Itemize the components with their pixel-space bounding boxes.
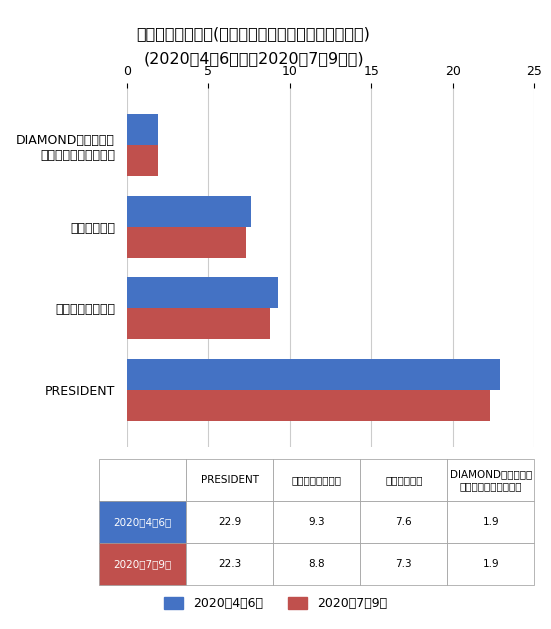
Text: 2020年4〜6月: 2020年4〜6月 [114, 517, 172, 527]
Bar [127, 196, 251, 226]
Text: DIAMONDハーバード
・ビジネス・レビュー: DIAMONDハーバード ・ビジネス・レビュー [450, 469, 532, 491]
Bar [127, 359, 500, 389]
FancyBboxPatch shape [186, 459, 273, 501]
FancyBboxPatch shape [186, 501, 273, 543]
Text: 8.8: 8.8 [309, 559, 325, 569]
Bar [127, 114, 158, 145]
FancyBboxPatch shape [273, 543, 360, 585]
FancyBboxPatch shape [186, 543, 273, 585]
FancyBboxPatch shape [447, 459, 534, 501]
FancyBboxPatch shape [360, 459, 447, 501]
Text: PRESIDENT: PRESIDENT [201, 475, 259, 485]
FancyBboxPatch shape [360, 501, 447, 543]
Bar [127, 277, 278, 308]
Bar [127, 226, 246, 257]
FancyBboxPatch shape [273, 501, 360, 543]
Text: 2020年7〜9月: 2020年7〜9月 [114, 559, 172, 569]
Text: 1.9: 1.9 [483, 517, 499, 527]
Text: 22.9: 22.9 [218, 517, 241, 527]
FancyBboxPatch shape [99, 459, 186, 501]
Text: (2020年4〜6月期と2020年7〜9月期): (2020年4〜6月期と2020年7〜9月期) [143, 51, 364, 66]
FancyBboxPatch shape [447, 543, 534, 585]
Text: 9.3: 9.3 [309, 517, 325, 527]
Text: 22.3: 22.3 [218, 559, 241, 569]
FancyBboxPatch shape [273, 459, 360, 501]
Bar [127, 145, 158, 176]
Bar [127, 389, 490, 421]
FancyBboxPatch shape [360, 543, 447, 585]
Text: 印刷証明付き部数(ビジネス・金融・マネー誌、万部): 印刷証明付き部数(ビジネス・金融・マネー誌、万部) [137, 26, 370, 41]
FancyBboxPatch shape [99, 501, 186, 543]
Text: 7.3: 7.3 [396, 559, 412, 569]
Text: 週刊東洋経済: 週刊東洋経済 [385, 475, 423, 485]
Legend: 2020年4〜6月, 2020年7〜9月: 2020年4〜6月, 2020年7〜9月 [159, 593, 392, 615]
Text: 1.9: 1.9 [483, 559, 499, 569]
Bar [127, 308, 270, 339]
Text: 7.6: 7.6 [396, 517, 412, 527]
FancyBboxPatch shape [447, 501, 534, 543]
Text: 週刊ダイヤモンド: 週刊ダイヤモンド [292, 475, 342, 485]
FancyBboxPatch shape [99, 543, 186, 585]
